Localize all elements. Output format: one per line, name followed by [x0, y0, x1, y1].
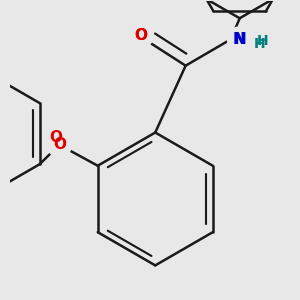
Text: O: O	[134, 28, 148, 43]
Circle shape	[253, 32, 272, 51]
Text: H: H	[254, 38, 265, 52]
Text: O: O	[49, 130, 62, 145]
Text: N: N	[233, 32, 246, 47]
Text: N: N	[233, 32, 245, 47]
Text: O: O	[134, 28, 148, 43]
Circle shape	[227, 27, 252, 52]
Circle shape	[47, 133, 72, 157]
Circle shape	[129, 23, 153, 48]
Text: H: H	[256, 34, 268, 48]
Text: O: O	[53, 137, 66, 152]
